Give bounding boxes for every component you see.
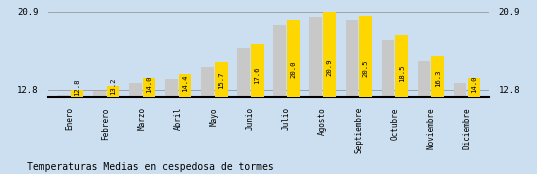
Bar bbox=[309, 17, 322, 97]
Bar bbox=[57, 94, 69, 97]
Bar bbox=[251, 44, 264, 97]
Text: 12.8: 12.8 bbox=[74, 78, 80, 96]
Text: 18.5: 18.5 bbox=[398, 64, 405, 82]
Bar bbox=[70, 90, 83, 97]
Bar bbox=[215, 62, 228, 97]
Text: 20.0: 20.0 bbox=[291, 61, 296, 78]
Bar bbox=[418, 61, 430, 97]
Text: 15.7: 15.7 bbox=[218, 71, 224, 89]
Bar bbox=[359, 16, 372, 97]
Text: 13.2: 13.2 bbox=[110, 77, 116, 94]
Text: Temperaturas Medias en cespedosa de tormes: Temperaturas Medias en cespedosa de torm… bbox=[27, 162, 273, 172]
Bar bbox=[346, 20, 358, 97]
Bar bbox=[468, 78, 480, 97]
Bar bbox=[179, 74, 192, 97]
Text: 20.5: 20.5 bbox=[362, 60, 368, 77]
Text: 17.6: 17.6 bbox=[255, 66, 260, 84]
Bar bbox=[323, 12, 336, 97]
Text: 16.3: 16.3 bbox=[435, 70, 441, 87]
Bar bbox=[382, 40, 394, 97]
Text: 14.0: 14.0 bbox=[146, 75, 152, 93]
Bar bbox=[143, 78, 155, 97]
Bar bbox=[93, 91, 106, 97]
Bar bbox=[201, 67, 214, 97]
Bar bbox=[129, 83, 142, 97]
Bar bbox=[454, 83, 467, 97]
Bar bbox=[273, 25, 286, 97]
Text: 14.4: 14.4 bbox=[182, 74, 188, 92]
Bar bbox=[287, 20, 300, 97]
Bar bbox=[165, 79, 178, 97]
Text: 14.0: 14.0 bbox=[471, 75, 477, 93]
Bar bbox=[395, 35, 408, 97]
Bar bbox=[237, 48, 250, 97]
Text: 20.9: 20.9 bbox=[326, 58, 332, 76]
Bar bbox=[107, 86, 119, 97]
Bar bbox=[431, 56, 444, 97]
